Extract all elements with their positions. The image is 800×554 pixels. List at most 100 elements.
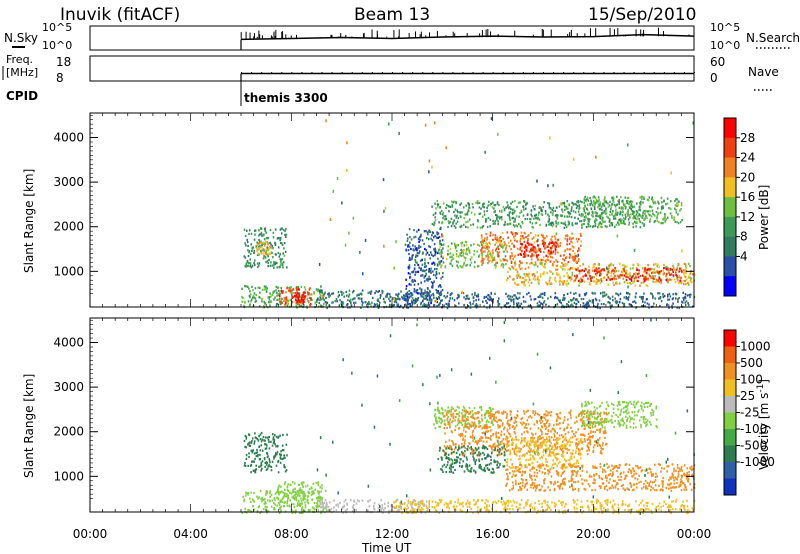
heatmap-cell xyxy=(300,511,303,515)
heatmap-cell xyxy=(413,236,415,239)
heatmap-cell xyxy=(476,250,479,253)
noise-point xyxy=(362,272,364,276)
heatmap-cell xyxy=(563,222,566,225)
heatmap-cell xyxy=(584,274,586,277)
heatmap-cell xyxy=(256,243,258,247)
heatmap-cell xyxy=(461,265,464,268)
heatmap-cell xyxy=(486,238,488,241)
heatmap-cell xyxy=(530,258,533,261)
heatmap-cell xyxy=(552,221,554,224)
heatmap-cell xyxy=(411,294,414,297)
heatmap-cell xyxy=(309,287,311,290)
noise-point xyxy=(681,249,683,253)
heatmap-cell xyxy=(563,280,566,283)
heatmap-cell xyxy=(246,260,249,263)
heatmap-cell xyxy=(529,451,531,454)
heatmap-cell xyxy=(262,257,265,260)
heatmap-cell xyxy=(265,289,268,292)
heatmap-cell xyxy=(495,261,497,264)
heatmap-cell xyxy=(434,413,437,416)
heatmap-cell xyxy=(318,301,321,305)
heatmap-cell xyxy=(279,434,281,437)
heatmap-cell xyxy=(455,216,457,219)
heatmap-cell xyxy=(490,435,492,438)
heatmap-cell xyxy=(592,292,594,295)
heatmap-cell xyxy=(547,252,550,255)
heatmap-cell xyxy=(418,244,420,247)
heatmap-cell xyxy=(256,250,258,253)
heatmap-cell xyxy=(670,279,673,282)
heatmap-cell xyxy=(261,234,263,237)
heatmap-cell xyxy=(473,265,476,268)
heatmap-cell xyxy=(321,289,323,292)
heatmap-cell xyxy=(411,257,413,260)
heatmap-cell xyxy=(317,508,320,511)
heatmap-cell xyxy=(264,287,267,290)
heatmap-cell xyxy=(321,292,324,295)
heatmap-cell xyxy=(558,205,561,208)
heatmap-cell xyxy=(523,208,525,211)
heatmap-cell xyxy=(495,433,497,436)
heatmap-cell xyxy=(325,505,327,508)
heatmap-cell xyxy=(650,215,653,218)
heatmap-cell xyxy=(524,244,527,247)
heatmap-cell xyxy=(459,225,461,229)
heatmap-cell xyxy=(498,411,500,414)
nave-dot xyxy=(583,72,585,73)
heatmap-cell xyxy=(687,303,690,307)
heatmap-cell xyxy=(507,302,510,305)
heatmap-cell xyxy=(459,211,461,214)
y-tick-label: 3000 xyxy=(53,175,84,189)
heatmap-cell xyxy=(251,440,253,443)
heatmap-cell xyxy=(436,305,438,308)
heatmap-cell xyxy=(253,460,255,463)
heatmap-cell xyxy=(528,234,530,237)
heatmap-cell xyxy=(303,497,306,500)
heatmap-cell xyxy=(476,304,479,307)
heatmap-cell xyxy=(278,502,280,505)
heatmap-cell xyxy=(551,208,554,211)
heatmap-cell xyxy=(596,201,598,204)
heatmap-cell xyxy=(520,242,522,245)
heatmap-cell xyxy=(254,233,256,236)
heatmap-cell xyxy=(480,249,482,252)
heatmap-cell xyxy=(515,215,518,218)
heatmap-cell xyxy=(445,206,447,209)
heatmap-cell xyxy=(637,276,640,279)
heatmap-cell xyxy=(488,249,490,253)
heatmap-cell xyxy=(539,250,542,253)
heatmap-cell xyxy=(496,444,498,447)
heatmap-cell xyxy=(602,220,604,224)
heatmap-cell xyxy=(494,263,497,266)
heatmap-cell xyxy=(634,274,637,277)
heatmap-cell xyxy=(578,247,580,250)
heatmap-cell xyxy=(390,303,393,306)
heatmap-cell xyxy=(595,199,598,202)
noise-point xyxy=(393,266,395,270)
heatmap-cell xyxy=(632,222,634,225)
heatmap-cell xyxy=(323,501,325,504)
heatmap-cell xyxy=(442,211,445,215)
heatmap-cell xyxy=(544,212,547,215)
heatmap-cell xyxy=(516,205,518,209)
heatmap-cell xyxy=(257,439,260,442)
heatmap-cell xyxy=(444,215,447,218)
heatmap-cell xyxy=(383,300,385,303)
heatmap-cell xyxy=(567,277,570,280)
heatmap-cell xyxy=(461,211,463,214)
heatmap-cell xyxy=(665,275,667,278)
heatmap-cell xyxy=(635,225,637,228)
heatmap-cell xyxy=(317,481,319,484)
heatmap-cell xyxy=(672,274,675,277)
heatmap-cell xyxy=(643,209,645,212)
heatmap-cell xyxy=(264,229,267,233)
heatmap-cell xyxy=(652,275,654,278)
heatmap-cell xyxy=(292,488,295,491)
heatmap-cell xyxy=(260,231,263,234)
heatmap-cell xyxy=(563,281,566,284)
heatmap-cell xyxy=(578,284,580,287)
heatmap-cell xyxy=(605,411,608,414)
heatmap-cell xyxy=(323,302,325,305)
heatmap-cell xyxy=(263,288,266,291)
heatmap-cell xyxy=(438,292,440,295)
